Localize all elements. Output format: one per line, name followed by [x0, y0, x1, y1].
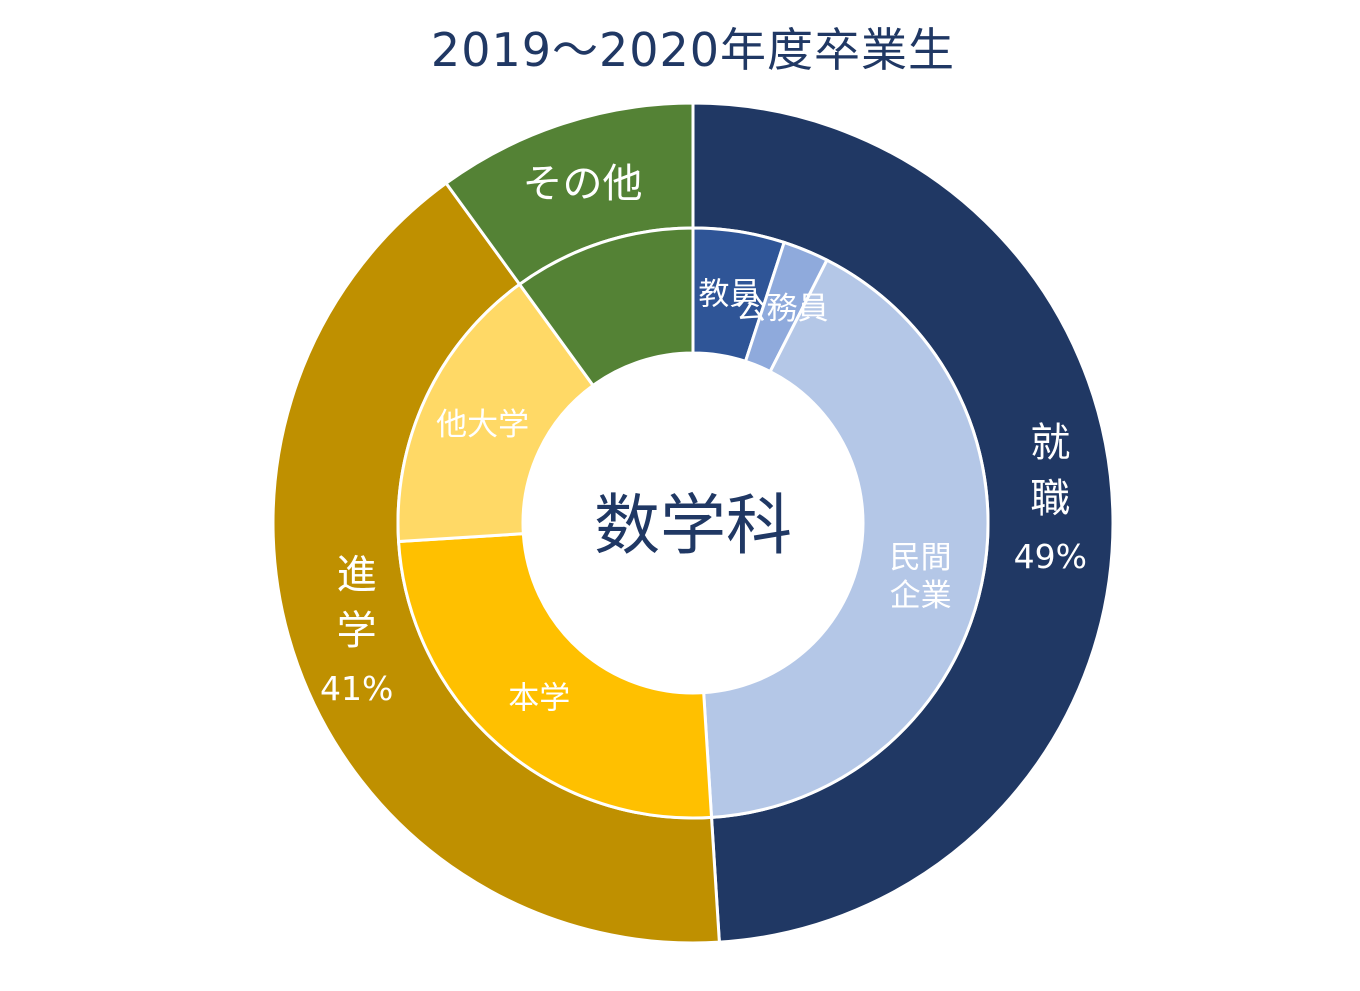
- inner-label-1: 公務員: [735, 291, 828, 327]
- outer-pct-1: 41%: [320, 669, 393, 708]
- outer-label-1-char-0: 進: [337, 552, 377, 598]
- outer-label-1-char-1: 学: [337, 608, 377, 654]
- chart-title: 2019～2020年度卒業生: [430, 23, 956, 77]
- inner-slice-3: [396, 532, 714, 820]
- outer-label-0-char-1: 職: [1030, 476, 1070, 522]
- inner-label-4: 他大学: [436, 407, 529, 443]
- center-label: 数学科: [594, 487, 792, 564]
- inner-slice-4: [396, 282, 596, 544]
- inner-slice-2: [702, 258, 990, 820]
- inner-label-2-line-1: 企業: [890, 578, 952, 614]
- inner-slice-5: [517, 226, 695, 388]
- inner-ring: [396, 226, 990, 820]
- outer-pct-0: 49%: [1014, 537, 1087, 576]
- inner-label-3: 本学: [508, 680, 570, 716]
- inner-label-2-line-0: 民間: [890, 540, 952, 576]
- outer-label-2: その他: [523, 161, 643, 207]
- outer-label-0-char-0: 就: [1030, 420, 1070, 466]
- inner-label-0: 教員: [698, 276, 760, 312]
